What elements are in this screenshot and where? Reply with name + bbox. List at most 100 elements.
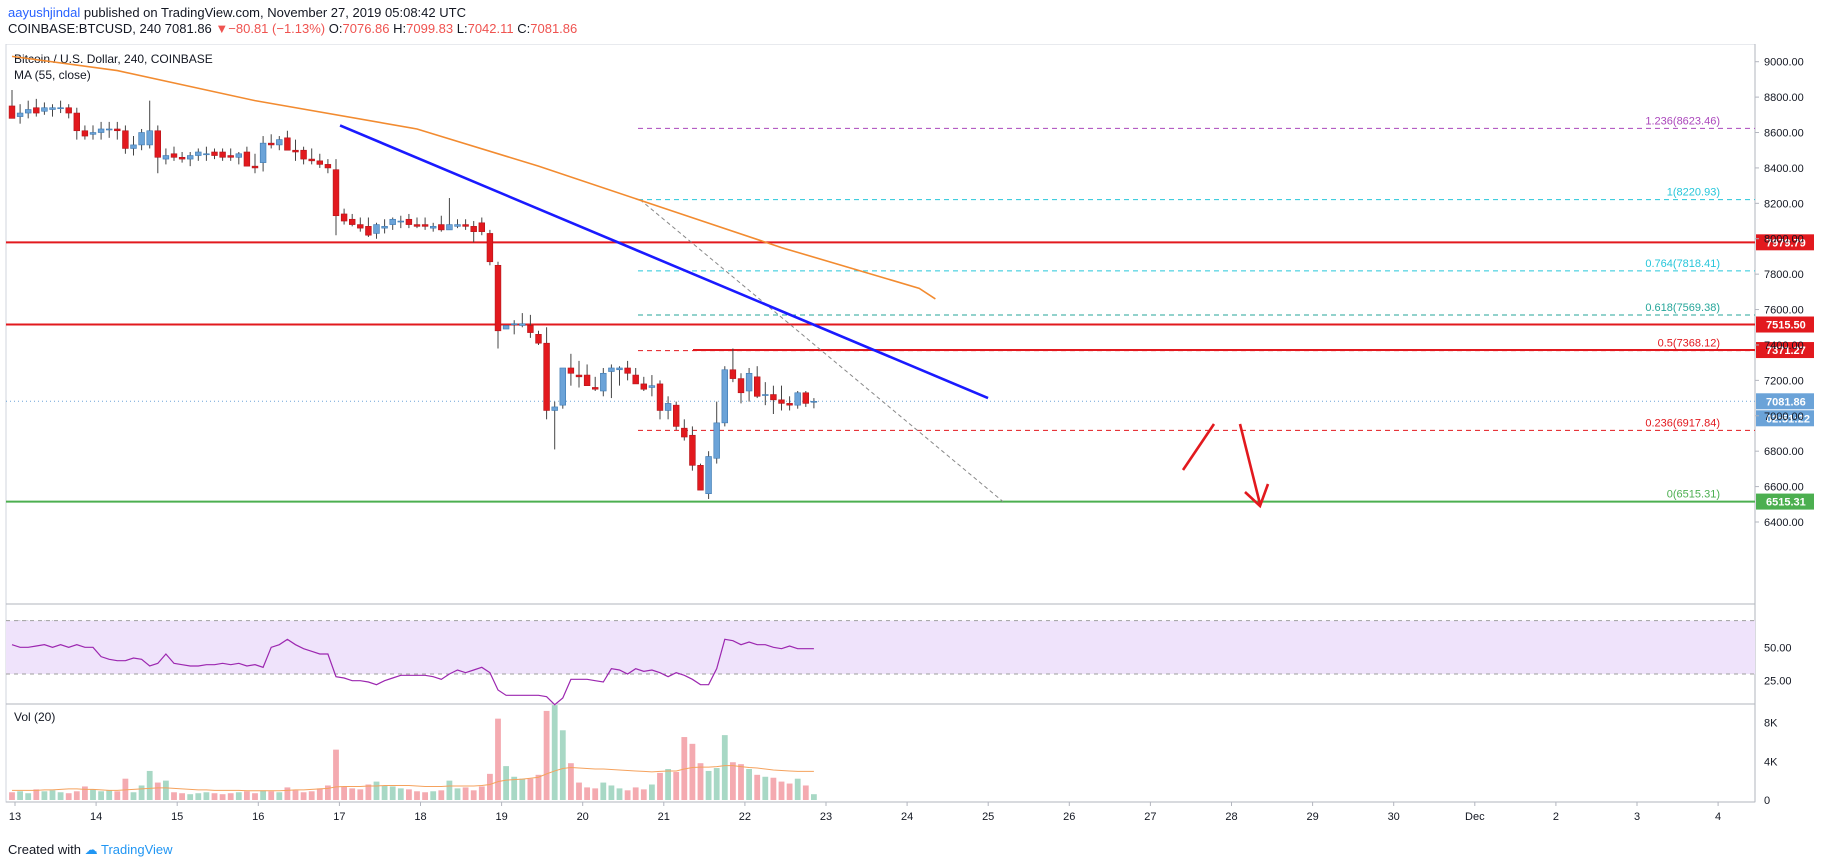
volume-bar — [284, 787, 291, 800]
level-price-label: 6515.31 — [1766, 497, 1806, 509]
candle-body — [535, 334, 542, 344]
last-price: 7081.86 — [164, 21, 212, 36]
volume-bar — [592, 788, 599, 800]
volume-bar — [568, 763, 574, 800]
down-arrow-line — [1238, 423, 1262, 505]
volume-bar — [211, 793, 218, 800]
publish-line: aayushjindal published on TradingView.co… — [8, 5, 466, 20]
time-tick-label: 28 — [1225, 811, 1237, 823]
candle-body — [786, 403, 793, 406]
time-tick-label: 4 — [1715, 811, 1721, 823]
volume-bar — [219, 794, 226, 800]
horizontal-levels: 7979.79 7515.50 7371.27 6515.31 7081.86 02:51… — [6, 234, 1814, 510]
current-price-label: 7081.86 — [1766, 396, 1806, 408]
volume-bar — [527, 778, 534, 800]
volume-bar — [179, 793, 185, 800]
candle-body — [300, 149, 307, 160]
volume-bar — [624, 790, 631, 800]
tradingview-link[interactable]: TradingView — [101, 842, 173, 857]
candle-body — [656, 383, 664, 411]
candle-body — [267, 142, 275, 146]
volume-bar — [559, 730, 566, 800]
volume-bar — [478, 786, 485, 800]
candle-body — [794, 392, 801, 406]
created-with-text: Created with — [8, 842, 81, 857]
volume-bar — [154, 782, 161, 800]
candle-body — [65, 107, 72, 114]
time-tick-label: 27 — [1144, 811, 1156, 823]
volume-legend: Vol (20) — [14, 710, 55, 724]
candle-body — [632, 374, 639, 385]
chart-frame — [5, 44, 1756, 803]
rsi-band-fill — [6, 620, 1755, 674]
candle-body — [114, 128, 121, 132]
candle-body — [462, 224, 469, 227]
candle-body — [567, 367, 575, 374]
chart-area[interactable]: Bitcoin / U.S. Dollar, 240, COINBASE MA … — [0, 44, 1828, 838]
candle-body — [130, 144, 137, 149]
candle-body — [438, 224, 445, 231]
candle-body — [8, 105, 16, 119]
volume-bar — [770, 777, 777, 800]
volume-bar — [754, 774, 761, 800]
volume-bar — [308, 791, 315, 800]
candle-body — [227, 155, 234, 158]
time-tick-label: 2 — [1553, 811, 1559, 823]
candle-body — [365, 226, 372, 236]
volume-bar — [511, 776, 518, 800]
price-tick-label: 7400.00 — [1764, 340, 1804, 352]
level-price-badge — [1756, 493, 1814, 510]
volume-bar — [235, 792, 242, 800]
footer: Created with ☁ TradingView — [8, 842, 173, 858]
candle-body — [97, 128, 105, 133]
candle-body — [446, 224, 453, 231]
price-tick-label: 7600.00 — [1764, 305, 1804, 317]
tradingview-logo-icon: ☁ — [84, 842, 98, 857]
candle-body — [672, 404, 680, 427]
price-tick-label: 8400.00 — [1764, 163, 1804, 175]
author-link[interactable]: aayushjindal — [8, 5, 81, 20]
volume-bar — [90, 789, 96, 800]
fib-level-label: 1(8220.93) — [1667, 187, 1720, 199]
price-tick-label: 8200.00 — [1764, 198, 1804, 210]
rsi-tick-label: 50.00 — [1764, 642, 1792, 654]
candle-body — [624, 367, 631, 374]
bearish-trendline — [339, 124, 989, 400]
candle-body — [470, 226, 477, 232]
candle-body — [762, 394, 769, 396]
volume-bar — [738, 764, 744, 800]
volume-bar — [114, 791, 121, 800]
candle-body — [519, 323, 526, 326]
volume-bar — [146, 770, 153, 800]
time-tick-label: 18 — [414, 811, 426, 823]
volume-bar — [584, 787, 590, 800]
price-tick-label: 7000.00 — [1764, 411, 1804, 423]
publish-header: aayushjindal published on TradingView.co… — [0, 0, 1828, 40]
volume-bar — [697, 763, 704, 800]
candle-body — [559, 367, 567, 406]
volume-bar — [25, 793, 32, 800]
candle-body — [259, 142, 267, 163]
candle-body — [122, 130, 129, 149]
candle-body — [494, 264, 502, 332]
time-tick-label: 25 — [982, 811, 994, 823]
chart-title: Bitcoin / U.S. Dollar, 240, COINBASE — [14, 52, 213, 66]
volume-bar — [551, 705, 558, 800]
volume-bar — [49, 790, 56, 800]
candle-body — [81, 130, 89, 137]
volume-bar — [470, 790, 477, 800]
candle-body — [697, 465, 704, 491]
volume-bar — [778, 781, 785, 800]
level-price-badge — [1756, 316, 1814, 333]
candle-body — [575, 374, 583, 378]
volume-bar — [576, 782, 582, 800]
candle-body — [721, 369, 729, 424]
candle-body — [16, 112, 24, 117]
candle-body — [640, 383, 648, 390]
candle-body — [373, 224, 380, 234]
high-value: 7099.83 — [406, 21, 454, 36]
time-tick-label: 3 — [1634, 811, 1640, 823]
candle-body — [33, 107, 40, 114]
candle-body — [41, 107, 48, 112]
volume-ma-line — [12, 765, 814, 792]
